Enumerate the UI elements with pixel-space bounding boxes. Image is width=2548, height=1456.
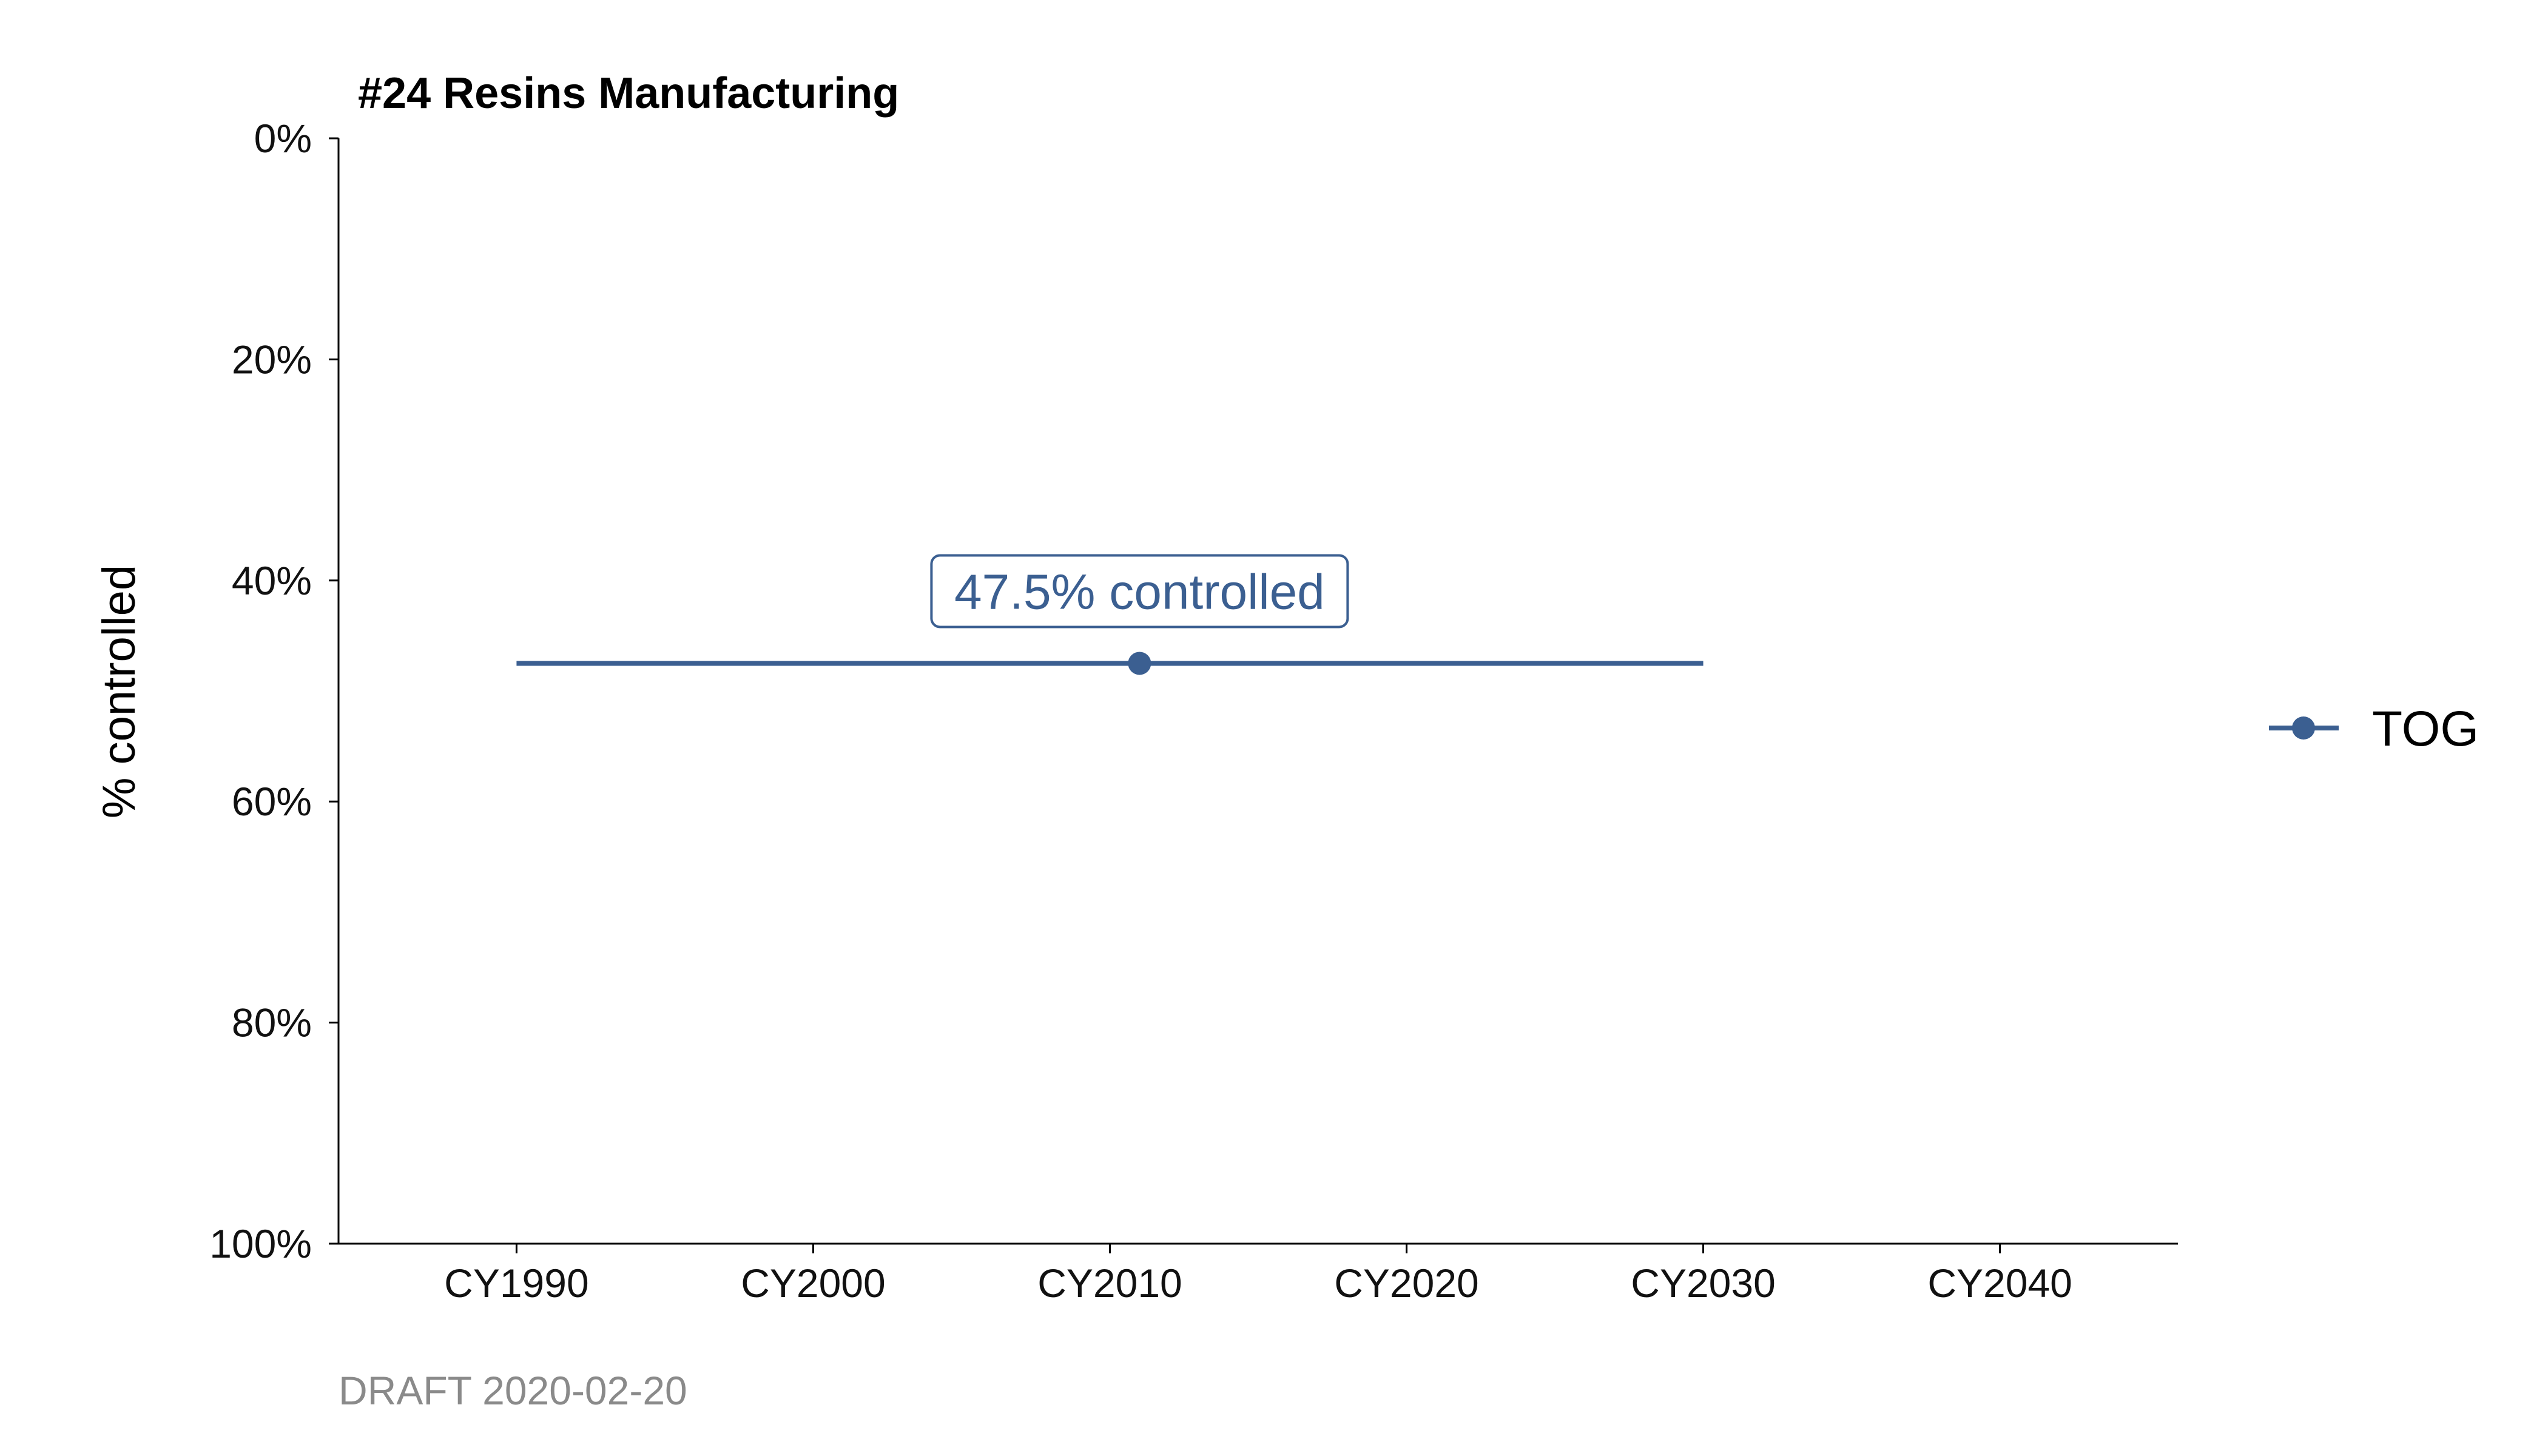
annotation-label: 47.5% controlled (954, 564, 1325, 619)
x-tick-label: CY2020 (1334, 1261, 1479, 1306)
draft-caption: DRAFT 2020-02-20 (339, 1368, 687, 1413)
x-axis: CY1990 CY2000 CY2010 CY2020 CY2030 CY2040 (339, 1242, 2178, 1306)
x-tick-label: CY2000 (741, 1261, 886, 1306)
chart-title: #24 Resins Manufacturing (358, 69, 899, 118)
y-tick-label: 100% (209, 1221, 312, 1266)
y-tick-label: 60% (232, 779, 312, 824)
y-ticks: 0% 20% 40% 60% 80% 100% (209, 116, 339, 1266)
x-tick-label: CY1990 (444, 1261, 589, 1306)
annotations: 47.5% controlled (930, 554, 1349, 629)
x-ticks: CY1990 CY2000 CY2010 CY2020 CY2030 CY2040 (444, 1244, 2072, 1306)
legend-swatch-marker (2292, 716, 2315, 740)
y-axis: 0% 20% 40% 60% 80% 100% (209, 116, 340, 1266)
y-tick-label: 80% (232, 1000, 312, 1045)
x-tick-label: CY2010 (1037, 1261, 1182, 1306)
plot-series (516, 652, 1704, 675)
y-tick-label: 0% (254, 116, 312, 161)
x-tick-label: CY2040 (1927, 1261, 2072, 1306)
legend: TOG (2269, 701, 2479, 757)
y-tick-label: 20% (232, 337, 312, 382)
y-tick-label: 40% (232, 558, 312, 603)
legend-label-tog: TOG (2372, 701, 2479, 757)
data-point-tog (1128, 652, 1151, 675)
y-axis-label: % controlled (93, 565, 145, 818)
annotation-box (930, 554, 1349, 629)
x-tick-label: CY2030 (1631, 1261, 1776, 1306)
